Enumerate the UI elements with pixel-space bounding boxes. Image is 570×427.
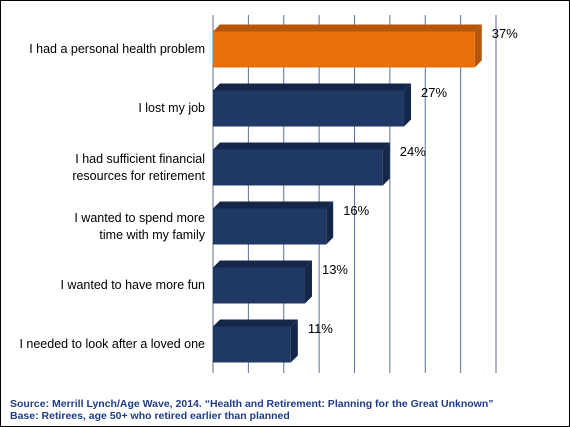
value-label: 13% [321, 261, 348, 277]
bar-top-face [213, 142, 390, 150]
bar [213, 142, 390, 186]
bar [213, 319, 298, 363]
value-label: 24% [399, 143, 426, 159]
bar-top-face [213, 201, 334, 209]
bar-front-face [213, 90, 405, 127]
category-label: I lost my job [0, 100, 205, 117]
bar-side-face [290, 319, 298, 363]
category-label-line: I wanted to have more fun [60, 278, 205, 292]
bar-side-face [474, 24, 482, 68]
value-label: 16% [343, 202, 370, 218]
bar-side-face [382, 142, 390, 186]
category-label-line: I needed to look after a loved one [19, 337, 205, 351]
bar-side-face [404, 83, 412, 127]
bar-side-face [326, 201, 334, 245]
category-label: I wanted to spend more time with my famil… [0, 210, 205, 244]
category-label-line: resources for retirement [72, 168, 205, 183]
value-label: 11% [307, 320, 333, 336]
category-label: I had sufficient financial resources for … [0, 151, 205, 185]
value-label: 27% [421, 84, 448, 100]
bar [213, 83, 412, 127]
bar-top-face [213, 319, 298, 327]
gridlines [212, 15, 497, 373]
category-label-line: time with my family [99, 227, 205, 242]
bar-front-face [213, 208, 327, 245]
bar [213, 201, 334, 245]
source-text: Source: Merrill Lynch/Age Wave, 2014. “H… [10, 398, 494, 410]
base-text: Base: Retirees, age 50+ who retired earl… [10, 410, 290, 422]
bars [213, 24, 482, 363]
source-footer: Source: Merrill Lynch/Age Wave, 2014. “H… [10, 398, 493, 422]
bar-top-face [213, 83, 412, 91]
bar-top-face [213, 260, 312, 268]
bar-chart [212, 15, 497, 373]
bar-front-face [213, 31, 475, 68]
bar [213, 24, 482, 68]
category-label: I wanted to have more fun [0, 277, 205, 294]
bar [213, 260, 312, 304]
category-label-line: I wanted to spend more [74, 210, 205, 225]
bar-front-face [213, 267, 305, 304]
bar-front-face [213, 149, 383, 186]
bar-front-face [213, 326, 291, 363]
category-label-line: I had a personal health problem [29, 42, 205, 56]
bar-side-face [304, 260, 312, 304]
category-label: I needed to look after a loved one [0, 336, 205, 353]
bar-top-face [213, 24, 482, 32]
category-label: I had a personal health problem [0, 41, 205, 58]
value-label: 37% [491, 25, 518, 41]
category-label-line: I had sufficient financial [75, 151, 205, 166]
category-label-line: I lost my job [138, 101, 205, 115]
